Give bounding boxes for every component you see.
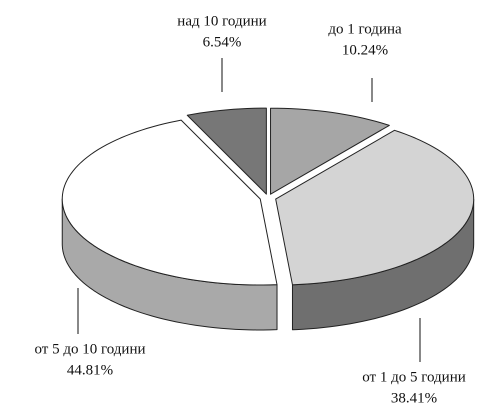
value-label: 10.24% xyxy=(342,42,388,58)
category-label: над 10 години xyxy=(177,13,266,29)
slice xyxy=(270,107,390,195)
slice xyxy=(186,107,267,195)
slice xyxy=(275,129,475,286)
category-label: от 1 до 5 години xyxy=(362,369,466,385)
value-label: 44.81% xyxy=(67,362,113,378)
slice xyxy=(61,119,278,286)
category-label: от 5 до 10 години xyxy=(34,341,145,357)
category-label: до 1 година xyxy=(328,21,402,37)
value-label: 38.41% xyxy=(391,390,437,406)
value-label: 6.54% xyxy=(203,34,242,50)
